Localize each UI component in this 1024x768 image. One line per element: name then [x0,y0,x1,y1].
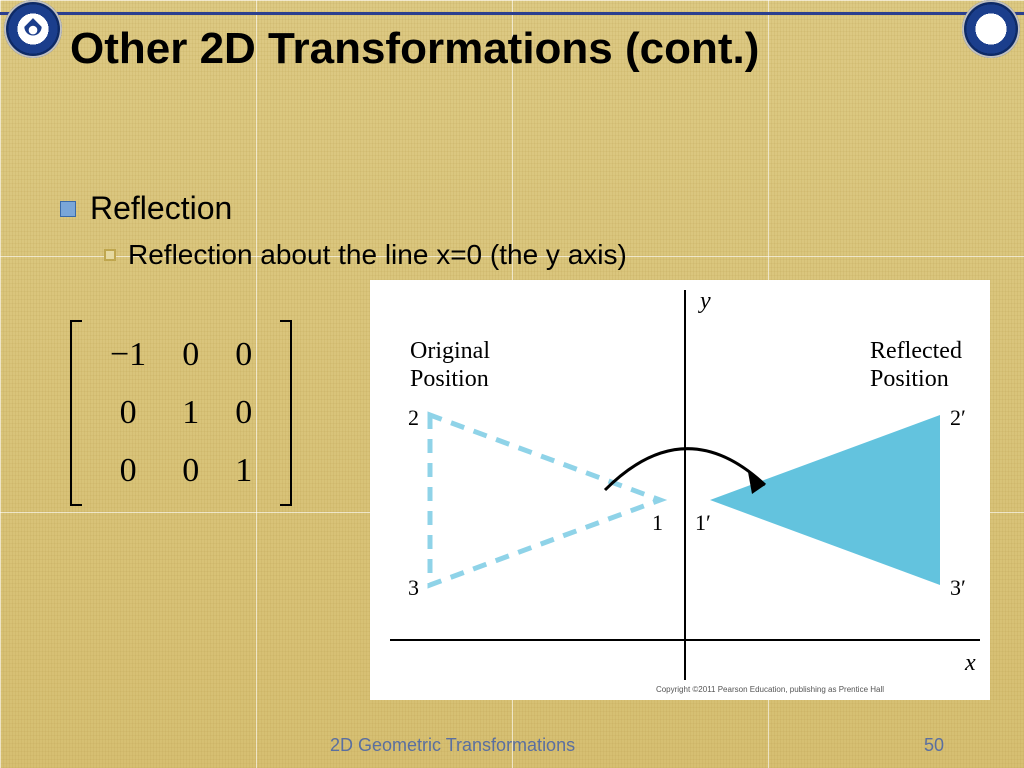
reflection-matrix: −1 0 0 0 1 0 0 0 1 [70,320,292,506]
m21: 0 [164,442,217,500]
university-logo-right [962,0,1020,58]
refl-v3: 3′ [950,575,966,600]
m10: 0 [92,384,164,442]
slide-footer: 2D Geometric Transformations 50 [0,735,1024,756]
x-axis-label: x [964,650,976,676]
m02: 0 [217,326,270,384]
bullet-level-1: Reflection [60,190,984,227]
orig-v3: 3 [408,575,419,600]
m12: 0 [217,384,270,442]
footer-page-number: 50 [924,735,944,756]
reflected-triangle [710,415,940,585]
original-label-2: Position [410,366,489,392]
university-logo-left [4,0,62,58]
original-triangle [430,415,660,585]
m00: −1 [92,326,164,384]
original-label-1: Original [410,338,490,364]
bullet-1-text: Reflection [90,190,232,227]
m01: 0 [164,326,217,384]
footer-caption: 2D Geometric Transformations [330,735,575,756]
header-rule [0,12,1024,15]
bullet-hollow-square-icon [104,249,116,261]
bullet-2-text: Reflection about the line x=0 (the y axi… [128,239,627,271]
refl-v1: 1′ [695,510,711,535]
bullet-list: Reflection Reflection about the line x=0… [60,190,984,271]
reflected-label-1: Reflected [870,338,962,364]
m11: 1 [164,384,217,442]
reflected-label-2: Position [870,366,949,392]
bullet-level-2: Reflection about the line x=0 (the y axi… [104,239,984,271]
bullet-square-icon [60,201,76,217]
reflection-diagram: y x Original Position Reflected Position… [370,280,990,700]
orig-v2: 2 [408,405,419,430]
m20: 0 [92,442,164,500]
m22: 1 [217,442,270,500]
y-axis-label: y [698,288,711,314]
orig-v1: 1 [652,510,663,535]
refl-v2: 2′ [950,405,966,430]
slide-title: Other 2D Transformations (cont.) [70,24,759,74]
diagram-copyright: Copyright ©2011 Pearson Education, publi… [656,685,884,694]
